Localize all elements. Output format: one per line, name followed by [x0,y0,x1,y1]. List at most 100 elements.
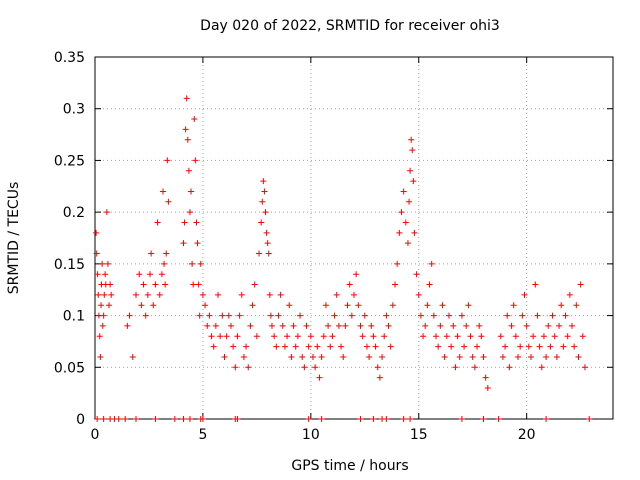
data-point [266,291,273,298]
data-point [258,219,265,226]
data-point [540,333,547,340]
data-point [530,333,537,340]
data-point [284,333,291,340]
data-point [180,240,187,247]
data-point [147,271,154,278]
data-point [150,302,157,309]
data-point [566,291,573,298]
data-point [549,312,556,319]
data-point [142,312,149,319]
data-point [325,322,332,329]
data-point [267,312,274,319]
plot-frame [94,56,614,420]
data-point [93,250,100,257]
data-point [261,188,268,195]
data-point [504,312,511,319]
chart-title: Day 020 of 2022, SRMTID for receiver ohi… [200,18,500,34]
data-point [263,229,270,236]
data-point [240,353,247,360]
data-point [482,374,489,381]
data-point [346,281,353,288]
data-point [193,219,200,226]
data-point [208,333,215,340]
data-point [433,333,440,340]
data-point [156,291,163,298]
x-tick-label: 5 [198,427,207,443]
data-point [420,333,427,340]
x-tick-label: 20 [518,427,536,443]
data-point [545,322,552,329]
data-point [182,126,189,133]
y-tick-label: 0.05 [54,360,85,376]
data-point [370,416,377,422]
data-point [181,219,188,226]
data-point [305,343,312,350]
data-point [568,322,575,329]
data-point [422,322,429,329]
x-tick-label: 0 [91,427,100,443]
data-point [197,260,204,267]
data-point [106,302,113,309]
data-point [286,302,293,309]
data-point [335,322,342,329]
data-point [534,312,541,319]
data-point [251,281,258,288]
data-point [351,291,357,298]
data-point [212,322,219,329]
data-point [355,302,362,309]
data-point [398,209,405,216]
data-point [234,416,241,422]
data-point [366,353,373,360]
data-point [136,271,143,278]
data-point [519,312,526,319]
data-point [400,188,407,195]
data-point [560,343,567,350]
data-point [138,302,145,309]
y-axis-label: SRMTID / TECUs [6,182,22,295]
data-point [562,312,569,319]
data-point [543,353,550,360]
data-point [292,343,299,350]
data-point [202,302,209,309]
data-point [409,147,416,154]
data-point [523,322,530,329]
data-point [314,343,321,350]
data-point [307,333,314,340]
data-point [238,291,245,298]
data-point [159,188,166,195]
data-point [234,333,241,340]
data-point [158,271,165,278]
data-point [389,302,396,309]
data-point [415,291,422,298]
data-point [192,157,199,164]
data-point [275,312,282,319]
data-point [100,416,107,422]
data-point [426,281,433,288]
data-point [316,374,323,381]
data-point [512,333,519,340]
data-point [532,281,539,288]
data-point [100,312,107,319]
data-point [458,312,465,319]
data-point [273,343,280,350]
data-point [510,302,517,309]
data-point [385,322,392,329]
data-point [115,416,122,422]
data-point [495,416,502,422]
y-tick-label: 0 [76,412,85,428]
data-point [161,260,168,267]
grid [95,57,613,419]
data-point [430,312,437,319]
data-point [309,353,316,360]
data-point [417,312,424,319]
data-point [322,302,329,309]
data-point [476,322,483,329]
data-point [372,343,379,350]
data-point [480,416,487,422]
data-point [199,291,206,298]
data-point [564,333,571,340]
y-tick-label: 0.35 [54,50,85,66]
data-point [474,343,481,350]
data-point [368,322,375,329]
data-point [480,353,487,360]
